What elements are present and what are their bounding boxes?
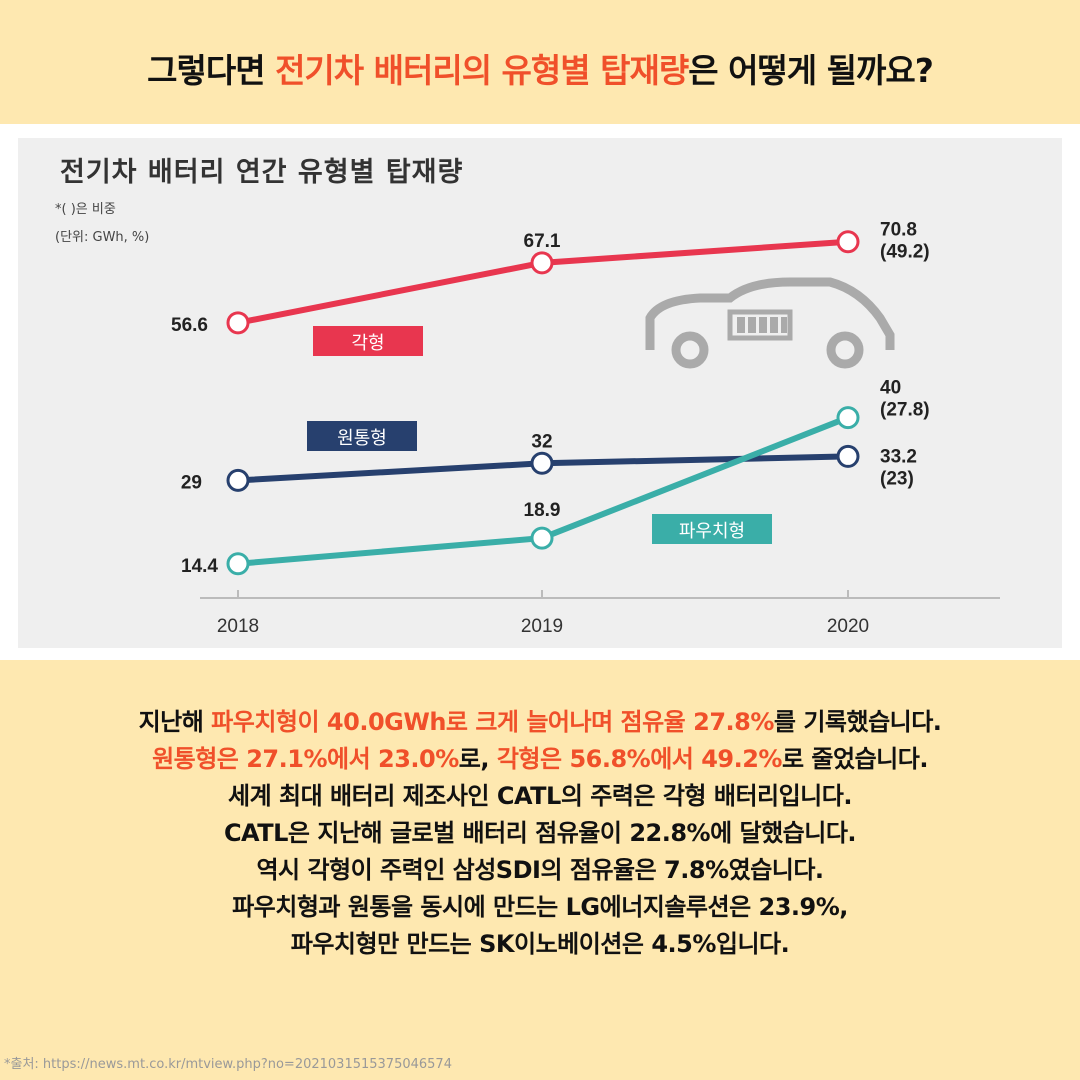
value-label: 70.8 (880, 220, 917, 241)
value-label: 32 (531, 431, 552, 452)
series-tag (652, 514, 772, 544)
chart-svg: 2018 2019 2020 56.6 67.1 70.8(49.2) 각형 29 32 33.2… (171, 220, 1000, 637)
series-tag (313, 326, 423, 356)
share-label: (27.8) (880, 400, 930, 421)
body-line: 역시 각형이 주력인 삼성SDI의 점유율은 7.8%였습니다. (0, 852, 1080, 889)
value-label: 40 (880, 378, 901, 399)
chart-title: 전기차 배터리 연간 유형별 탑재량 (60, 157, 464, 188)
data-point (836, 230, 860, 254)
chart-unit: (단위: GWh, %) (55, 230, 150, 245)
body-segment: 로, (458, 745, 497, 773)
source-text: *출처: https://news.mt.co.kr/mtview.php?no… (4, 1057, 452, 1072)
body-line: 파우치형과 원통을 동시에 만드는 LG에너지솔루션은 23.9%, (0, 889, 1080, 926)
data-point (530, 451, 554, 475)
data-point (226, 468, 250, 492)
body-line: 파우치형만 만드는 SK이노베이션은 4.5%입니다. (0, 926, 1080, 963)
chart-area (18, 138, 1062, 648)
series-tag (307, 421, 417, 451)
x-tick-label: 2020 (827, 616, 869, 637)
body-segment: 지난해 (138, 708, 212, 736)
car-battery-icon (645, 277, 895, 369)
share-label: (49.2) (880, 242, 930, 263)
value-label: 56.6 (171, 315, 208, 336)
body-line: 원통형은 27.1%에서 23.0%로, 각형은 56.8%에서 49.2%로 … (0, 741, 1080, 778)
x-tick-label: 2019 (521, 616, 563, 637)
series-name: 파우치형 (679, 521, 745, 542)
headline-post: 은 어떻게 될까요? (688, 51, 934, 90)
data-point (226, 552, 250, 576)
value-label: 18.9 (524, 500, 561, 521)
body-segment: CATL은 지난해 글로벌 배터리 점유율이 22.8%에 달했습니다. (223, 819, 857, 847)
headline-pre: 그렇다면 (147, 51, 276, 90)
chart-note: *( )은 비중 (55, 202, 116, 217)
body-segment: 세계 최대 배터리 제조사인 CATL의 주력은 각형 배터리입니다. (228, 782, 852, 810)
data-point (836, 406, 860, 430)
headline-highlight: 전기차 배터리의 유형별 탑재량 (275, 51, 689, 90)
data-point (530, 251, 554, 275)
series-name: 원통형 (337, 428, 387, 449)
body-line: 세계 최대 배터리 제조사인 CATL의 주력은 각형 배터리입니다. (0, 778, 1080, 815)
body-segment: 역시 각형이 주력인 삼성SDI의 점유율은 7.8%였습니다. (256, 856, 824, 884)
x-tick-label: 2018 (217, 616, 259, 637)
body-segment: 로 줄었습니다. (781, 745, 928, 773)
share-label: (23) (880, 468, 914, 489)
body-segment: 를 기록했습니다. (773, 708, 942, 736)
body-segment: 원통형은 27.1%에서 23.0% (152, 745, 459, 773)
body-segment: 파우치형과 원통을 동시에 만드는 LG에너지솔루션은 23.9%, (232, 893, 848, 921)
body-line: 지난해 파우치형이 40.0GWh로 크게 늘어나며 점유율 27.8%를 기록… (0, 704, 1080, 741)
value-label: 33.2 (880, 446, 917, 467)
data-point (530, 526, 554, 550)
body-segment: 각형은 56.8%에서 49.2% (496, 745, 783, 773)
value-label: 29 (181, 472, 202, 493)
body-text: 지난해 파우치형이 40.0GWh로 크게 늘어나며 점유율 27.8%를 기록… (0, 704, 1080, 963)
data-point (836, 444, 860, 468)
body-segment: 파우치형이 40.0GWh로 크게 늘어나며 점유율 27.8% (211, 708, 774, 736)
body-segment: 파우치형만 만드는 SK이노베이션은 4.5%입니다. (290, 930, 790, 958)
body-line: CATL은 지난해 글로벌 배터리 점유율이 22.8%에 달했습니다. (0, 815, 1080, 852)
battery-cells (737, 317, 787, 333)
headline: 그렇다면 전기차 배터리의 유형별 탑재량은 어떻게 될까요? (0, 44, 1080, 92)
value-label: 14.4 (181, 556, 218, 577)
value-label: 67.1 (524, 231, 561, 252)
series-name: 각형 (351, 333, 384, 354)
data-point (226, 311, 250, 335)
